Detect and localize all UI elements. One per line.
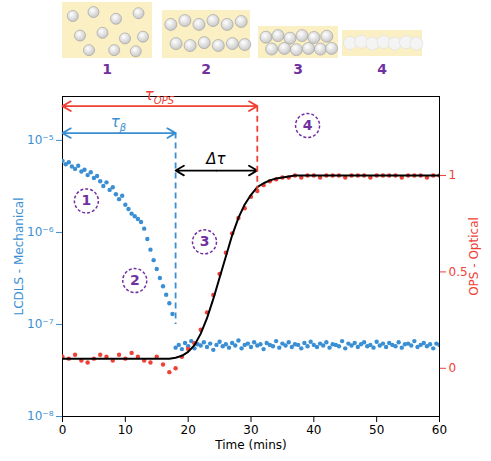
svg-text:0: 0 (59, 423, 67, 437)
svg-text:10⁻⁶: 10⁻⁶ (27, 225, 54, 239)
svg-text:2: 2 (201, 61, 211, 77)
svg-text:10⁻⁸: 10⁻⁸ (27, 409, 54, 423)
svg-text:10⁻⁷: 10⁻⁷ (27, 317, 54, 331)
svg-text:1: 1 (449, 168, 457, 182)
svg-text:4: 4 (303, 117, 313, 133)
svg-text:60: 60 (432, 423, 447, 437)
svg-text:0: 0 (449, 361, 457, 375)
svg-text:40: 40 (306, 423, 321, 437)
svg-text:τβ: τβ (111, 113, 127, 133)
svg-text:LCDLS - Mechanical: LCDLS - Mechanical (12, 197, 26, 315)
svg-text:Time (mins): Time (mins) (214, 438, 286, 452)
svg-text:0.5: 0.5 (449, 265, 468, 279)
svg-text:10: 10 (118, 423, 133, 437)
svg-text:1: 1 (102, 61, 112, 77)
svg-text:Δτ: Δτ (205, 150, 226, 168)
svg-text:OPS - Optical: OPS - Optical (467, 217, 481, 296)
svg-text:τOPS: τOPS (145, 86, 175, 106)
svg-text:30: 30 (243, 423, 258, 437)
svg-text:3: 3 (293, 61, 303, 77)
svg-text:50: 50 (369, 423, 384, 437)
svg-text:1: 1 (82, 192, 92, 208)
svg-text:3: 3 (200, 233, 210, 249)
svg-text:4: 4 (377, 61, 387, 77)
svg-text:20: 20 (181, 423, 196, 437)
svg-text:2: 2 (130, 272, 140, 288)
svg-text:10⁻⁵: 10⁻⁵ (27, 133, 54, 147)
